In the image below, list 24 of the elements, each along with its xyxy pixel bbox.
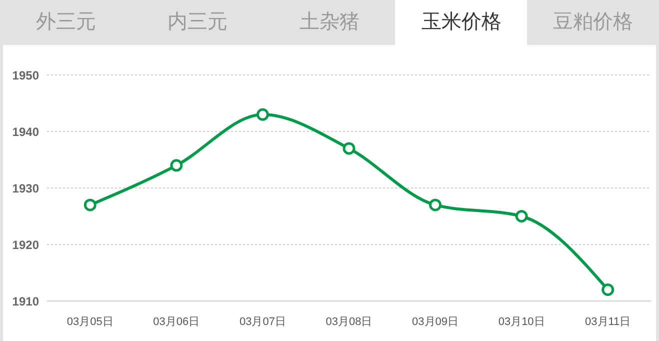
text: 内三元 bbox=[132, 0, 264, 45]
y-tick-label: 1950 bbox=[12, 68, 40, 82]
text: 外三元 bbox=[0, 0, 132, 45]
text: 豆粕价格 bbox=[527, 0, 659, 45]
y-tick-label: 1930 bbox=[12, 181, 40, 196]
y-tick-label: 1910 bbox=[12, 294, 40, 308]
point bbox=[84, 198, 96, 212]
text: 玉米价格 bbox=[395, 0, 528, 45]
y-tick-label: 1920 bbox=[12, 238, 40, 252]
point bbox=[342, 142, 356, 155]
point bbox=[429, 198, 442, 212]
x-tick-label: 03月11日 bbox=[585, 316, 631, 328]
x-tick-label: 03月05日 bbox=[66, 316, 114, 328]
x-tick-label: 03月09日 bbox=[412, 316, 459, 328]
y-tick-label: 1940 bbox=[12, 124, 40, 139]
point bbox=[602, 283, 614, 296]
point bbox=[170, 159, 183, 172]
point bbox=[515, 210, 528, 222]
x-tick-label: 03月07日 bbox=[239, 316, 286, 328]
x-tick-label: 03月06日 bbox=[153, 316, 200, 328]
x-tick-label: 03月08日 bbox=[326, 316, 372, 328]
point bbox=[256, 108, 269, 121]
text: 土杂猪 bbox=[264, 0, 396, 45]
x-tick-label: 03月10日 bbox=[498, 316, 545, 328]
